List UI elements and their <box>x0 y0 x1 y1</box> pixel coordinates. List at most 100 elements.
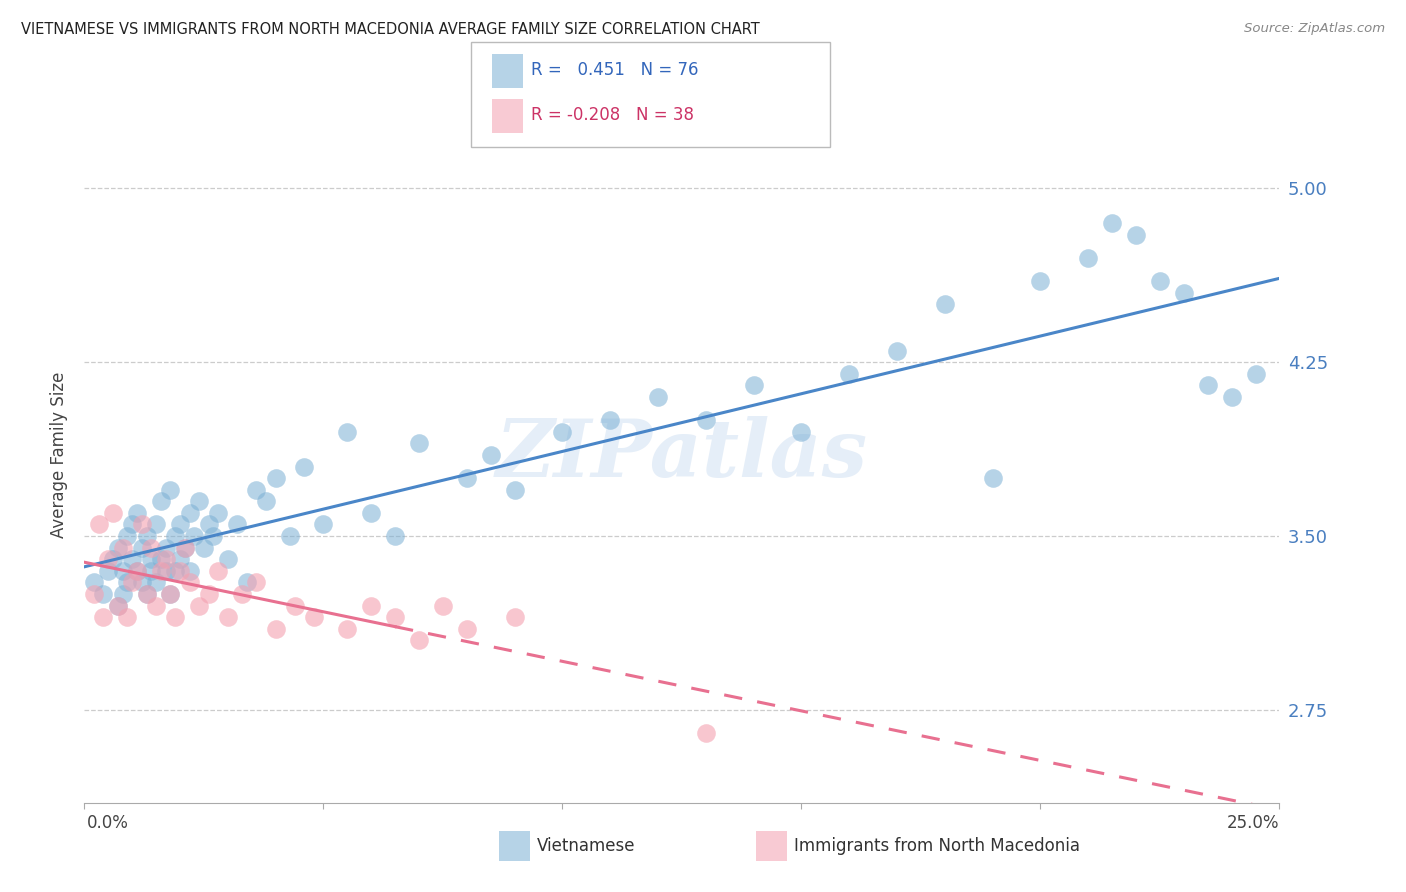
Text: 0.0%: 0.0% <box>87 814 129 831</box>
Point <box>155 552 177 566</box>
Point <box>360 599 382 613</box>
Point <box>149 564 172 578</box>
Point <box>93 610 115 624</box>
Point <box>1029 274 1052 288</box>
Point <box>193 541 215 555</box>
Text: R = -0.208   N = 38: R = -0.208 N = 38 <box>531 106 695 124</box>
Point <box>165 529 187 543</box>
Point <box>159 587 181 601</box>
Point <box>886 343 908 358</box>
Point <box>169 564 191 578</box>
Point <box>83 587 105 601</box>
Point <box>141 541 163 555</box>
Point <box>408 436 430 450</box>
Text: 25.0%: 25.0% <box>1227 814 1279 831</box>
Point <box>135 587 157 601</box>
Point <box>197 587 219 601</box>
Point <box>93 587 115 601</box>
Point <box>408 633 430 648</box>
Point <box>145 575 167 590</box>
Point <box>155 541 177 555</box>
Point <box>292 459 315 474</box>
Text: R =   0.451   N = 76: R = 0.451 N = 76 <box>531 61 699 78</box>
Point <box>135 529 157 543</box>
Point <box>131 541 153 555</box>
Point <box>742 378 765 392</box>
Point <box>125 564 148 578</box>
Point <box>647 390 669 404</box>
Point <box>264 622 287 636</box>
Point <box>384 610 406 624</box>
Point <box>121 575 143 590</box>
Point <box>695 413 717 427</box>
Point <box>141 552 163 566</box>
Point <box>503 483 526 497</box>
Point <box>1197 378 1219 392</box>
Y-axis label: Average Family Size: Average Family Size <box>51 372 69 538</box>
Point <box>165 564 187 578</box>
Point <box>179 564 201 578</box>
Point <box>125 564 148 578</box>
Point <box>1220 390 1243 404</box>
Point <box>284 599 307 613</box>
Point <box>145 517 167 532</box>
Point <box>117 610 139 624</box>
Point <box>360 506 382 520</box>
Point <box>169 517 191 532</box>
Point <box>197 517 219 532</box>
Point <box>207 564 229 578</box>
Point <box>695 726 717 740</box>
Point <box>179 506 201 520</box>
Point <box>169 552 191 566</box>
Point <box>87 517 110 532</box>
Text: Immigrants from North Macedonia: Immigrants from North Macedonia <box>794 837 1080 855</box>
Point <box>202 529 225 543</box>
Point <box>145 599 167 613</box>
Point <box>125 506 148 520</box>
Point <box>149 494 172 508</box>
Point <box>117 575 139 590</box>
Point <box>236 575 259 590</box>
Point <box>1101 216 1123 230</box>
Point <box>264 471 287 485</box>
Point <box>101 506 124 520</box>
Point <box>131 575 153 590</box>
Point <box>135 587 157 601</box>
Point <box>312 517 335 532</box>
Point <box>188 494 211 508</box>
Point <box>1149 274 1171 288</box>
Point <box>503 610 526 624</box>
Point <box>179 575 201 590</box>
Point <box>1173 285 1195 300</box>
Point <box>207 506 229 520</box>
Point <box>432 599 454 613</box>
Point <box>217 610 239 624</box>
Point <box>159 483 181 497</box>
Point <box>111 587 134 601</box>
Point <box>790 425 813 439</box>
Point <box>155 564 177 578</box>
Point <box>149 552 172 566</box>
Point <box>456 471 478 485</box>
Point <box>107 599 129 613</box>
Point <box>159 587 181 601</box>
Point <box>934 297 956 311</box>
Point <box>981 471 1004 485</box>
Text: Vietnamese: Vietnamese <box>537 837 636 855</box>
Point <box>101 552 124 566</box>
Point <box>183 529 205 543</box>
Point <box>97 564 120 578</box>
Point <box>173 541 195 555</box>
Point <box>117 529 139 543</box>
Point <box>217 552 239 566</box>
Point <box>599 413 621 427</box>
Point <box>131 517 153 532</box>
Point <box>107 541 129 555</box>
Point <box>278 529 301 543</box>
Point <box>336 622 359 636</box>
Point <box>479 448 502 462</box>
Point <box>384 529 406 543</box>
Text: ZIPatlas: ZIPatlas <box>496 417 868 493</box>
Point <box>121 517 143 532</box>
Point <box>838 367 860 381</box>
